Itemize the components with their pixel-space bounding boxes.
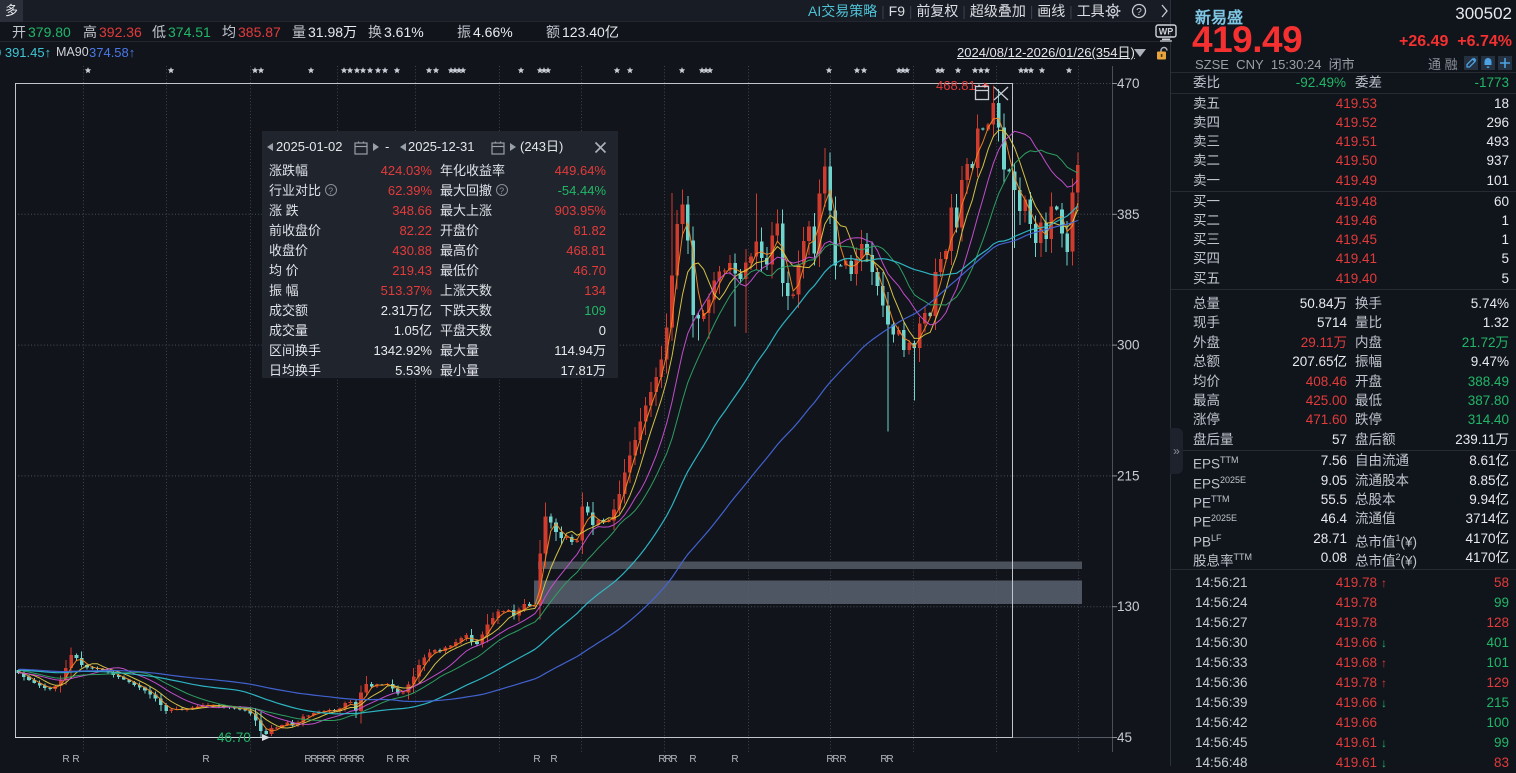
svg-text:R: R bbox=[351, 754, 358, 765]
svg-text:R: R bbox=[62, 754, 69, 765]
svg-text:468.81: 468.81 bbox=[936, 78, 976, 93]
svg-text:R: R bbox=[396, 754, 403, 765]
svg-text:R: R bbox=[322, 754, 329, 765]
svg-text:R: R bbox=[550, 754, 557, 765]
svg-text:R: R bbox=[670, 754, 677, 765]
svg-text:R: R bbox=[658, 754, 665, 765]
svg-text:R: R bbox=[202, 754, 209, 765]
svg-text:R: R bbox=[886, 754, 893, 765]
svg-text:130: 130 bbox=[1117, 599, 1140, 614]
svg-text:215: 215 bbox=[1117, 468, 1140, 483]
svg-text:470: 470 bbox=[1117, 76, 1140, 91]
svg-text:R: R bbox=[339, 754, 346, 765]
svg-text:R: R bbox=[832, 754, 839, 765]
svg-text:R: R bbox=[839, 754, 846, 765]
svg-text:R: R bbox=[880, 754, 887, 765]
svg-text:R: R bbox=[357, 754, 364, 765]
svg-text:45: 45 bbox=[1117, 730, 1132, 745]
svg-text:385: 385 bbox=[1117, 207, 1140, 222]
svg-text:R: R bbox=[345, 754, 352, 765]
svg-text:R: R bbox=[386, 754, 393, 765]
svg-text:46.70: 46.70 bbox=[217, 730, 251, 745]
svg-text:R: R bbox=[402, 754, 409, 765]
svg-text:R: R bbox=[664, 754, 671, 765]
svg-text:R: R bbox=[826, 754, 833, 765]
svg-text:R: R bbox=[328, 754, 335, 765]
svg-text:R: R bbox=[316, 754, 323, 765]
svg-text:R: R bbox=[731, 754, 738, 765]
svg-text:?: ? bbox=[1136, 7, 1142, 18]
svg-text:R: R bbox=[304, 754, 311, 765]
svg-text:R: R bbox=[689, 754, 696, 765]
svg-text:WP: WP bbox=[1159, 27, 1174, 37]
svg-text:R: R bbox=[310, 754, 317, 765]
svg-text:300: 300 bbox=[1117, 338, 1140, 353]
svg-text:R: R bbox=[72, 754, 79, 765]
svg-text:R: R bbox=[533, 754, 540, 765]
